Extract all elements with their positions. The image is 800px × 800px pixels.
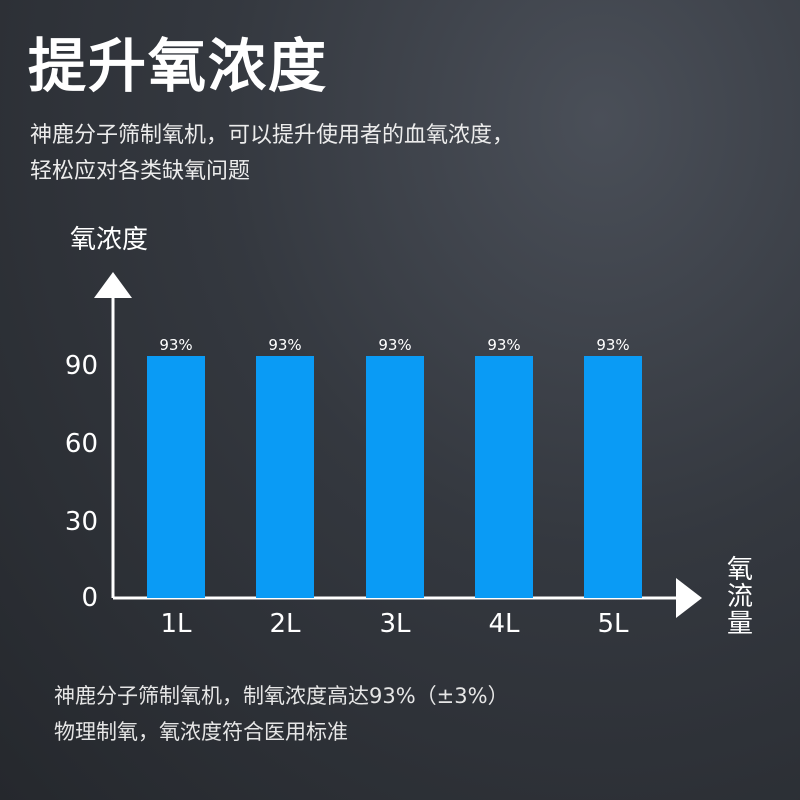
y-tick-label: 0 — [81, 583, 98, 613]
bar-value-label: 93% — [159, 336, 192, 354]
bar — [475, 356, 533, 598]
x-axis-label-char: 量 — [727, 609, 753, 639]
y-axis-label: 氧浓度 — [70, 225, 148, 255]
x-axis-label-char: 流 — [727, 582, 753, 612]
bar-value-label: 93% — [268, 336, 301, 354]
subtitle-line-1: 神鹿分子筛制氧机，可以提升使用者的血氧浓度， — [30, 123, 515, 148]
y-tick-label: 90 — [65, 351, 98, 381]
subtitle-line-2: 轻松应对各类缺氧问题 — [30, 159, 251, 184]
bar — [584, 356, 642, 598]
bar-value-label: 93% — [487, 336, 520, 354]
y-axis-arrow — [94, 272, 132, 298]
x-tick-label: 4L — [488, 609, 520, 639]
subtitle: 神鹿分子筛制氧机，可以提升使用者的血氧浓度， 轻松应对各类缺氧问题 — [30, 118, 770, 190]
footer-line-1: 神鹿分子筛制氧机，制氧浓度高达93%（±3%） — [54, 684, 509, 708]
x-tick-label: 2L — [269, 609, 301, 639]
x-tick-label: 1L — [160, 609, 192, 639]
x-axis-label-char: 氧 — [727, 555, 753, 585]
footer-line-2: 物理制氧，氧浓度符合医用标准 — [54, 720, 348, 744]
bar-value-label: 93% — [596, 336, 629, 354]
bar — [366, 356, 424, 598]
bar — [256, 356, 314, 598]
footer-notes: 神鹿分子筛制氧机，制氧浓度高达93%（±3%） 物理制氧，氧浓度符合医用标准 — [54, 678, 774, 750]
x-tick-label: 3L — [379, 609, 411, 639]
x-axis-arrow — [676, 578, 702, 618]
y-tick-label: 60 — [65, 429, 98, 459]
y-tick-label: 30 — [65, 507, 98, 537]
bar-value-label: 93% — [378, 336, 411, 354]
x-tick-label: 5L — [597, 609, 629, 639]
page-title: 提升氧浓度 — [28, 32, 329, 100]
bar — [147, 356, 205, 598]
